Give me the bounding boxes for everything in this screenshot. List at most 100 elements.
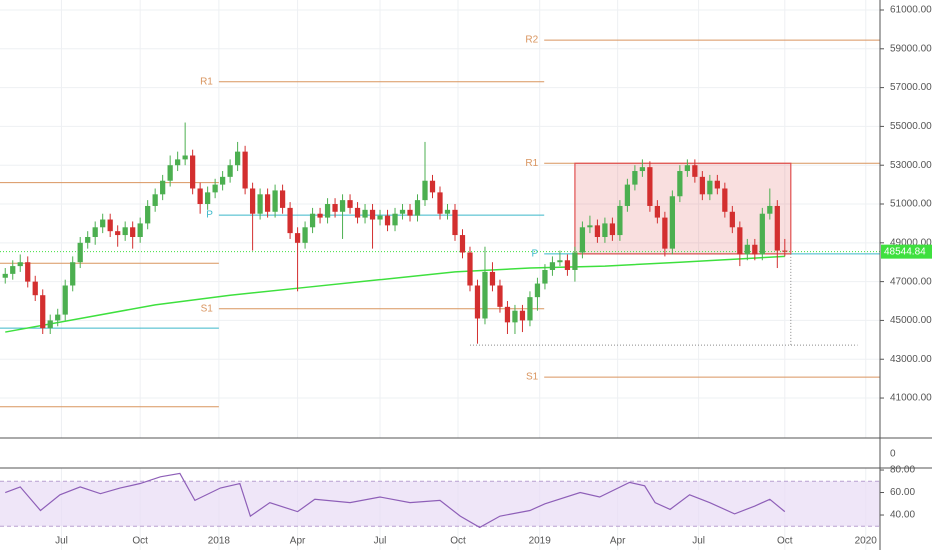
candle-body — [130, 227, 136, 237]
candle-body — [744, 244, 750, 255]
candle-body — [707, 180, 713, 195]
candle-body — [519, 310, 526, 321]
candle-body — [482, 271, 488, 319]
candle-body — [557, 260, 563, 263]
price-pane: R1 P S1 R2 R1 P S1 — [0, 35, 880, 408]
candle-body — [227, 165, 233, 177]
candle-body — [587, 225, 593, 228]
candle-body — [549, 262, 556, 270]
candle-body — [452, 209, 458, 236]
candle-body — [182, 155, 188, 160]
y-tick-label: 49000.00 — [890, 237, 932, 248]
candle-body — [47, 320, 53, 329]
candle-body — [137, 223, 143, 237]
y-tick-label: 47000.00 — [890, 276, 932, 287]
candle-body — [647, 167, 653, 206]
range-box — [574, 162, 792, 255]
candle-body — [594, 225, 601, 237]
x-tick-label: Apr — [290, 536, 306, 547]
candle-body — [145, 205, 151, 224]
y-tick-label: 57000.00 — [890, 82, 932, 93]
x-tick-label: Jul — [55, 536, 68, 547]
x-tick-label: Apr — [610, 536, 626, 547]
candle-body — [572, 252, 578, 270]
candle-body — [444, 209, 451, 214]
moving-average — [5, 255, 785, 333]
x-tick-label: Oct — [777, 536, 793, 547]
candle-body — [512, 310, 518, 323]
candle-body — [579, 227, 586, 253]
candle-body — [752, 244, 758, 255]
candle-body — [617, 205, 623, 236]
candle-body — [347, 200, 353, 208]
y-tick-label: 59000.00 — [890, 43, 932, 54]
candle-body — [249, 188, 256, 214]
candle-body — [669, 196, 675, 249]
candle-body — [234, 151, 241, 166]
rsi-tick-label: 80.00 — [890, 465, 915, 476]
candle-body — [324, 204, 331, 218]
candle-body — [767, 205, 773, 214]
y-tick-label: 45000.00 — [890, 315, 932, 326]
x-tick-label: Oct — [450, 536, 466, 547]
candle-body — [459, 235, 466, 253]
candle-body — [527, 297, 533, 321]
candle-body — [467, 252, 473, 286]
candle-body — [77, 242, 83, 263]
candle-body — [677, 171, 683, 197]
candle-body — [542, 269, 548, 284]
candle-body — [489, 271, 496, 286]
y-tick-label: 51000.00 — [890, 199, 932, 210]
candle-body — [639, 167, 646, 172]
x-tick-label: 2018 — [208, 536, 231, 547]
pivot-label: S1 — [201, 303, 214, 314]
candle-body — [287, 207, 293, 234]
candle-body — [332, 204, 338, 212]
candle-body — [205, 192, 211, 205]
candle-body — [62, 285, 68, 315]
candle-body — [212, 184, 218, 193]
candle-body — [504, 306, 511, 323]
candle-body — [272, 190, 278, 212]
candle-body — [497, 285, 503, 307]
candle-body — [279, 190, 286, 208]
x-tick-label: 2020 — [855, 536, 878, 547]
candle-body — [774, 205, 780, 251]
candle-body — [70, 262, 76, 286]
candle-body — [107, 219, 113, 232]
rsi-tick-label: 60.00 — [890, 487, 915, 498]
candle-body — [414, 200, 421, 216]
candle-body — [699, 176, 705, 195]
candle-body — [309, 213, 316, 228]
y-tick-label: 61000.00 — [890, 5, 932, 16]
candle-body — [377, 215, 383, 220]
x-tick-label: Jul — [374, 536, 387, 547]
candle-body — [369, 209, 376, 220]
y-tick-label: 53000.00 — [890, 160, 932, 171]
candle-body — [474, 285, 481, 319]
candle-body — [115, 231, 121, 236]
candle-body — [759, 213, 765, 255]
x-tick-label: Oct — [132, 536, 148, 547]
candle-body — [602, 223, 608, 237]
candle-body — [684, 165, 690, 172]
y-tick-label: 55000.00 — [890, 121, 932, 132]
pivot-label: P — [206, 210, 213, 221]
candle-body — [534, 283, 541, 298]
candle-body — [654, 205, 660, 218]
pivot-label: S1 — [526, 372, 539, 383]
candle-body — [85, 236, 91, 243]
candle-body — [632, 171, 638, 185]
candle-body — [782, 250, 788, 252]
candle-body — [25, 262, 31, 282]
rsi-pane — [0, 472, 880, 529]
candle-body — [624, 184, 631, 206]
candle-body — [122, 227, 128, 236]
candle-body — [10, 266, 16, 274]
candle-body — [167, 165, 173, 181]
candle-body — [264, 194, 271, 212]
x-tick-label: 2019 — [529, 536, 552, 547]
candle-body — [714, 180, 720, 189]
